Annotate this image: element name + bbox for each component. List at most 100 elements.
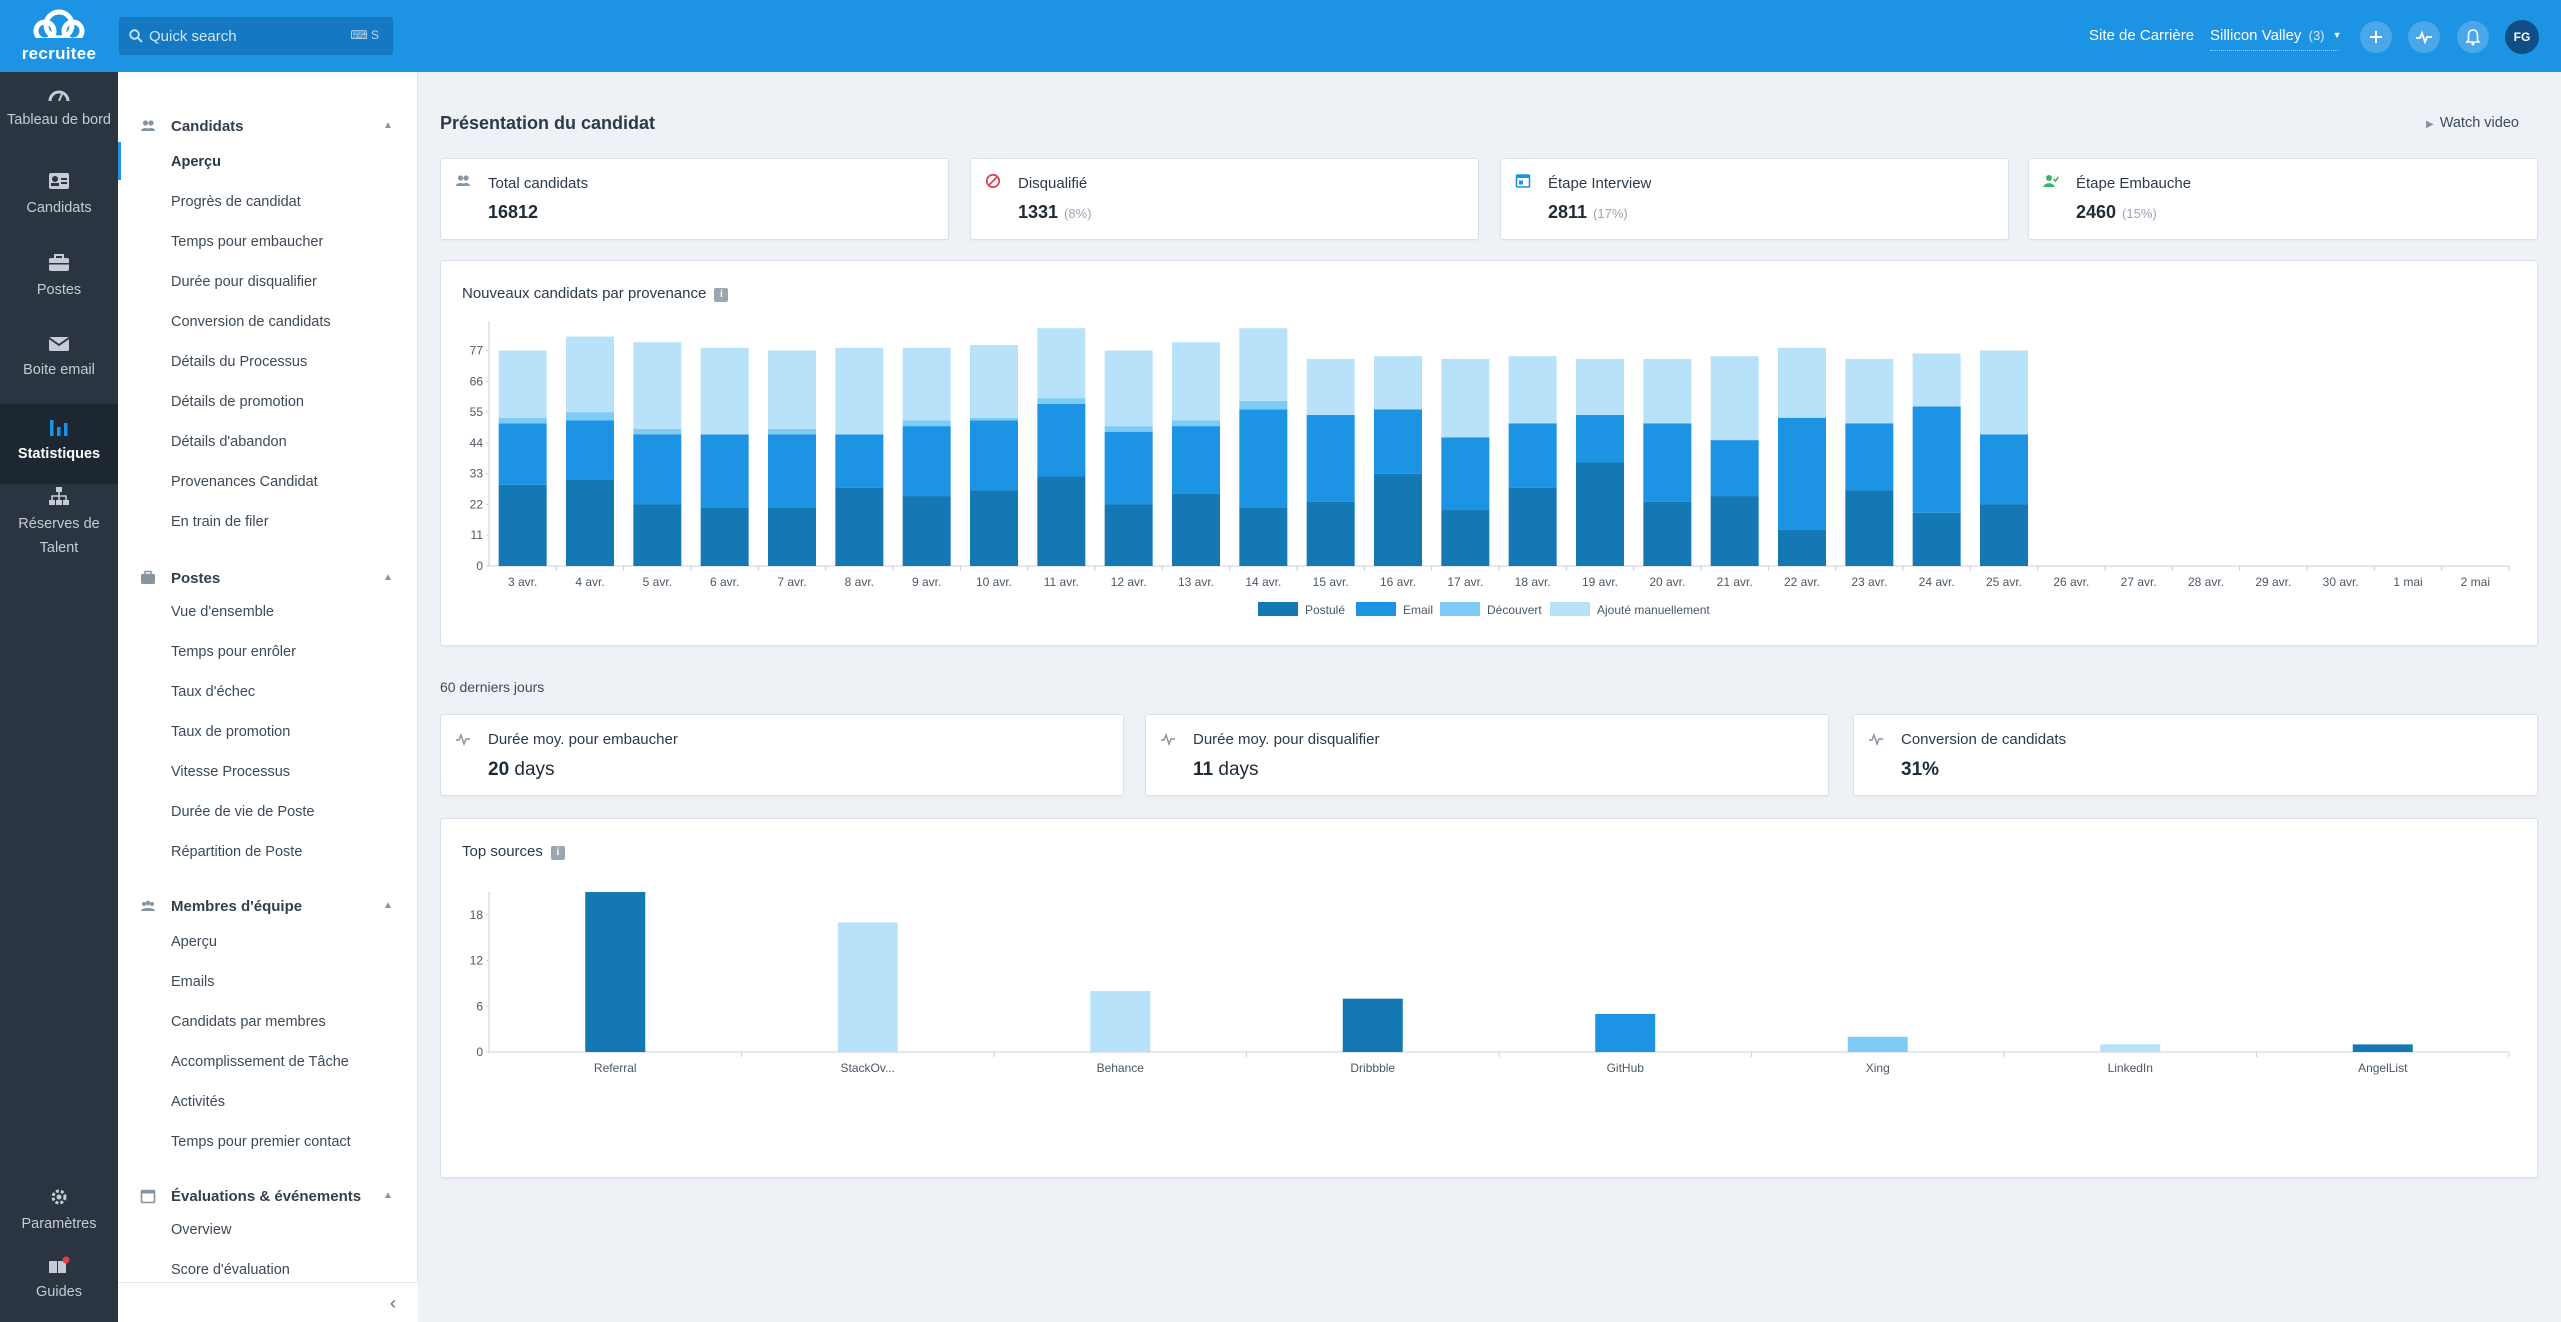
x-tick-label: 26 avr. [2053,575,2089,589]
bar-segment [1576,414,1624,463]
stat-value: 11 days [1193,759,1259,781]
talent-pool-icon [49,487,69,505]
bar-segment [1037,403,1086,477]
subnav-item[interactable]: Détails de promotion [171,394,304,410]
subnav-item[interactable]: Durée pour disqualifier [171,274,317,290]
subnav-item[interactable]: Activités [171,1094,225,1110]
subnav-item[interactable]: Temps pour embaucher [171,234,324,250]
x-tick-label: 10 avr. [976,575,1012,589]
chart-title-text: Nouveaux candidats par provenance [462,285,707,302]
bar-segment [1912,353,1961,407]
subnav-item[interactable]: Aperçu [171,154,221,170]
bar-segment [1778,417,1826,530]
chart-title: Nouveaux candidats par provenance i [462,285,729,302]
info-icon[interactable]: i [714,288,729,302]
stat-card-time-to-hire[interactable]: Durée moy. pour embaucher 20 days [440,714,1124,796]
subnav-item[interactable]: Taux de promotion [171,724,291,740]
legend-swatch [1258,602,1298,616]
subnav-item[interactable]: Candidats par membres [171,1014,326,1030]
stat-value: 20 days [488,759,555,781]
subnav-item[interactable]: Emails [171,974,215,990]
bar-segment [1912,512,1961,566]
x-tick-label: 16 avr. [1380,575,1416,589]
user-avatar[interactable]: FG [2505,20,2539,54]
source-bar [2100,1044,2161,1052]
subnav-item[interactable]: Taux d'échec [171,684,256,700]
bar-segment [1576,358,1624,415]
nav-talent-pools[interactable]: Réserves de Talent [0,486,118,586]
nav-label: Candidats [26,200,92,216]
nav-guides[interactable]: Guides [0,1256,118,1316]
notifications-button[interactable] [2457,21,2489,53]
section-header-jobs[interactable]: Postes ▲ [118,566,418,590]
pulse-icon [456,732,470,746]
bar-segment [1643,501,1692,566]
subnav-item[interactable]: Conversion de candidats [171,314,331,330]
kpi-number: 16812 [488,202,539,222]
x-tick-label: 6 avr. [710,575,739,589]
kpi-label: Étape Embauche [2076,175,2192,192]
info-icon[interactable]: i [550,846,565,860]
activity-button[interactable] [2408,21,2440,53]
nav-settings[interactable]: Paramètres [0,1188,118,1248]
legend-label: Ajouté manuellement [1597,603,1710,617]
stat-card-conversion[interactable]: Conversion de candidats 31% [1853,714,2538,796]
subnav-item[interactable]: Détails d'abandon [171,434,287,450]
bar-segment [902,420,951,427]
bar-segment [1508,487,1557,566]
kpi-card-disqualified[interactable]: Disqualifié 1331 (8%) [970,158,1479,240]
subnav-item[interactable]: Vitesse Processus [171,764,291,780]
x-tick-label: Dribbble [1350,1061,1395,1075]
nav-jobs[interactable]: Postes [0,254,118,324]
kpi-card-interview[interactable]: Étape Interview 2811 (17%) [1500,158,2009,240]
watch-video-button[interactable]: ▶ Watch video [2426,115,2519,131]
x-tick-label: 13 avr. [1178,575,1214,589]
nav-label: Guides [36,1284,82,1300]
subnav-item[interactable]: Durée de vie de Poste [171,804,315,820]
company-switcher[interactable]: Sillicon Valley (3) ▼ [2210,27,2342,44]
subnav-item[interactable]: Overview [171,1222,232,1238]
x-tick-label: Referral [594,1061,637,1075]
subnav-item[interactable]: En train de filer [171,514,269,530]
search-input[interactable]: Quick search ⌨ S [119,17,393,55]
bar-segment [1037,476,1086,566]
subnav-item[interactable]: Score d'évaluation [171,1262,290,1278]
nav-statistics[interactable]: Statistiques [0,404,118,484]
pulse-icon [2416,30,2432,44]
bar-segment [768,434,816,508]
subnav-item[interactable]: Temps pour premier contact [171,1134,351,1150]
nav-candidates[interactable]: Candidats [0,172,118,242]
career-site-link[interactable]: Site de Carrière [2089,27,2195,44]
nav-mailbox[interactable]: Boite email [0,336,118,406]
nav-label: Réserves de Talent [18,516,100,556]
section-header-team[interactable]: Membres d'équipe ▲ [118,894,418,918]
y-tick-label: 77 [470,344,484,358]
collapse-sidebar-button[interactable]: ‹ [118,1282,418,1322]
brand-logo[interactable]: recruitee [0,0,118,72]
subnav-item[interactable]: Temps pour enrôler [171,644,296,660]
legend-label: Découvert [1487,603,1542,617]
subnav-item[interactable]: Aperçu [171,934,217,950]
stat-card-time-to-disqualify[interactable]: Durée moy. pour disqualifier 11 days [1145,714,1829,796]
add-button[interactable] [2360,21,2392,53]
x-tick-label: 19 avr. [1582,575,1618,589]
kpi-card-total[interactable]: Total candidats 16812 [440,158,949,240]
x-tick-label: 15 avr. [1313,575,1349,589]
statistics-subnav: Candidats ▲ Aperçu Progrès de candidat T… [118,72,418,1322]
subnav-item[interactable]: Détails du Processus [171,354,308,370]
section-header-candidates[interactable]: Candidats ▲ [118,114,418,138]
bar-segment [1172,493,1220,566]
nav-dashboard[interactable]: Tableau de bord [0,88,118,158]
section-header-evaluations[interactable]: Évaluations & événements ▲ [118,1184,418,1208]
x-tick-label: 21 avr. [1717,575,1753,589]
subnav-item[interactable]: Progrès de candidat [171,194,301,210]
kpi-card-hired[interactable]: Étape Embauche 2460 (15%) [2028,158,2538,240]
bar-segment [1104,426,1153,432]
hired-icon [2043,175,2059,187]
subnav-item[interactable]: Provenances Candidat [171,474,318,490]
team-icon [141,900,155,911]
subnav-item[interactable]: Vue d'ensemble [171,604,274,620]
subnav-item[interactable]: Répartition de Poste [171,844,303,860]
bar-segment [970,344,1018,418]
subnav-item[interactable]: Accomplissement de Tâche [171,1054,349,1070]
